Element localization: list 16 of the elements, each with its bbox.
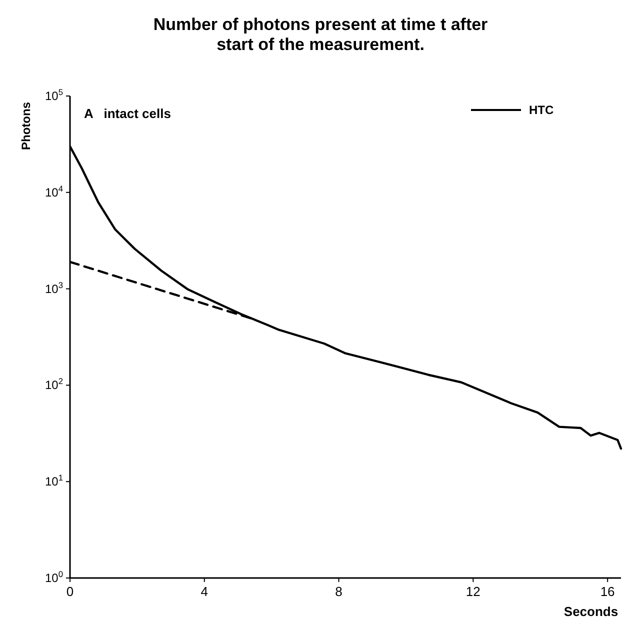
y-tick-label: 10$^{2}$ bbox=[44, 376, 64, 392]
annotation: A intact cells bbox=[84, 106, 171, 121]
y-tick-label: 10$^{4}$ bbox=[44, 183, 64, 200]
x-tick-label: 16 bbox=[600, 584, 615, 599]
x-tick-label: 4 bbox=[200, 584, 208, 599]
y-tick-label: 10$^{3}$ bbox=[44, 280, 64, 296]
y-axis-title: Photons bbox=[19, 102, 33, 150]
y-tick-label: 10$^{5}$ bbox=[44, 87, 64, 103]
legend-label: HTC bbox=[529, 103, 554, 117]
y-tick-label: 10$^{1}$ bbox=[44, 472, 64, 489]
y-tick-label: 10$^{0}$ bbox=[44, 569, 64, 585]
chart-title: Number of photons present at time t after start of the measurement. bbox=[153, 15, 488, 54]
x-axis-title: Seconds bbox=[564, 604, 618, 619]
x-tick-label: 0 bbox=[66, 584, 74, 599]
x-tick-label: 8 bbox=[335, 584, 342, 599]
x-tick-label: 12 bbox=[466, 584, 480, 599]
